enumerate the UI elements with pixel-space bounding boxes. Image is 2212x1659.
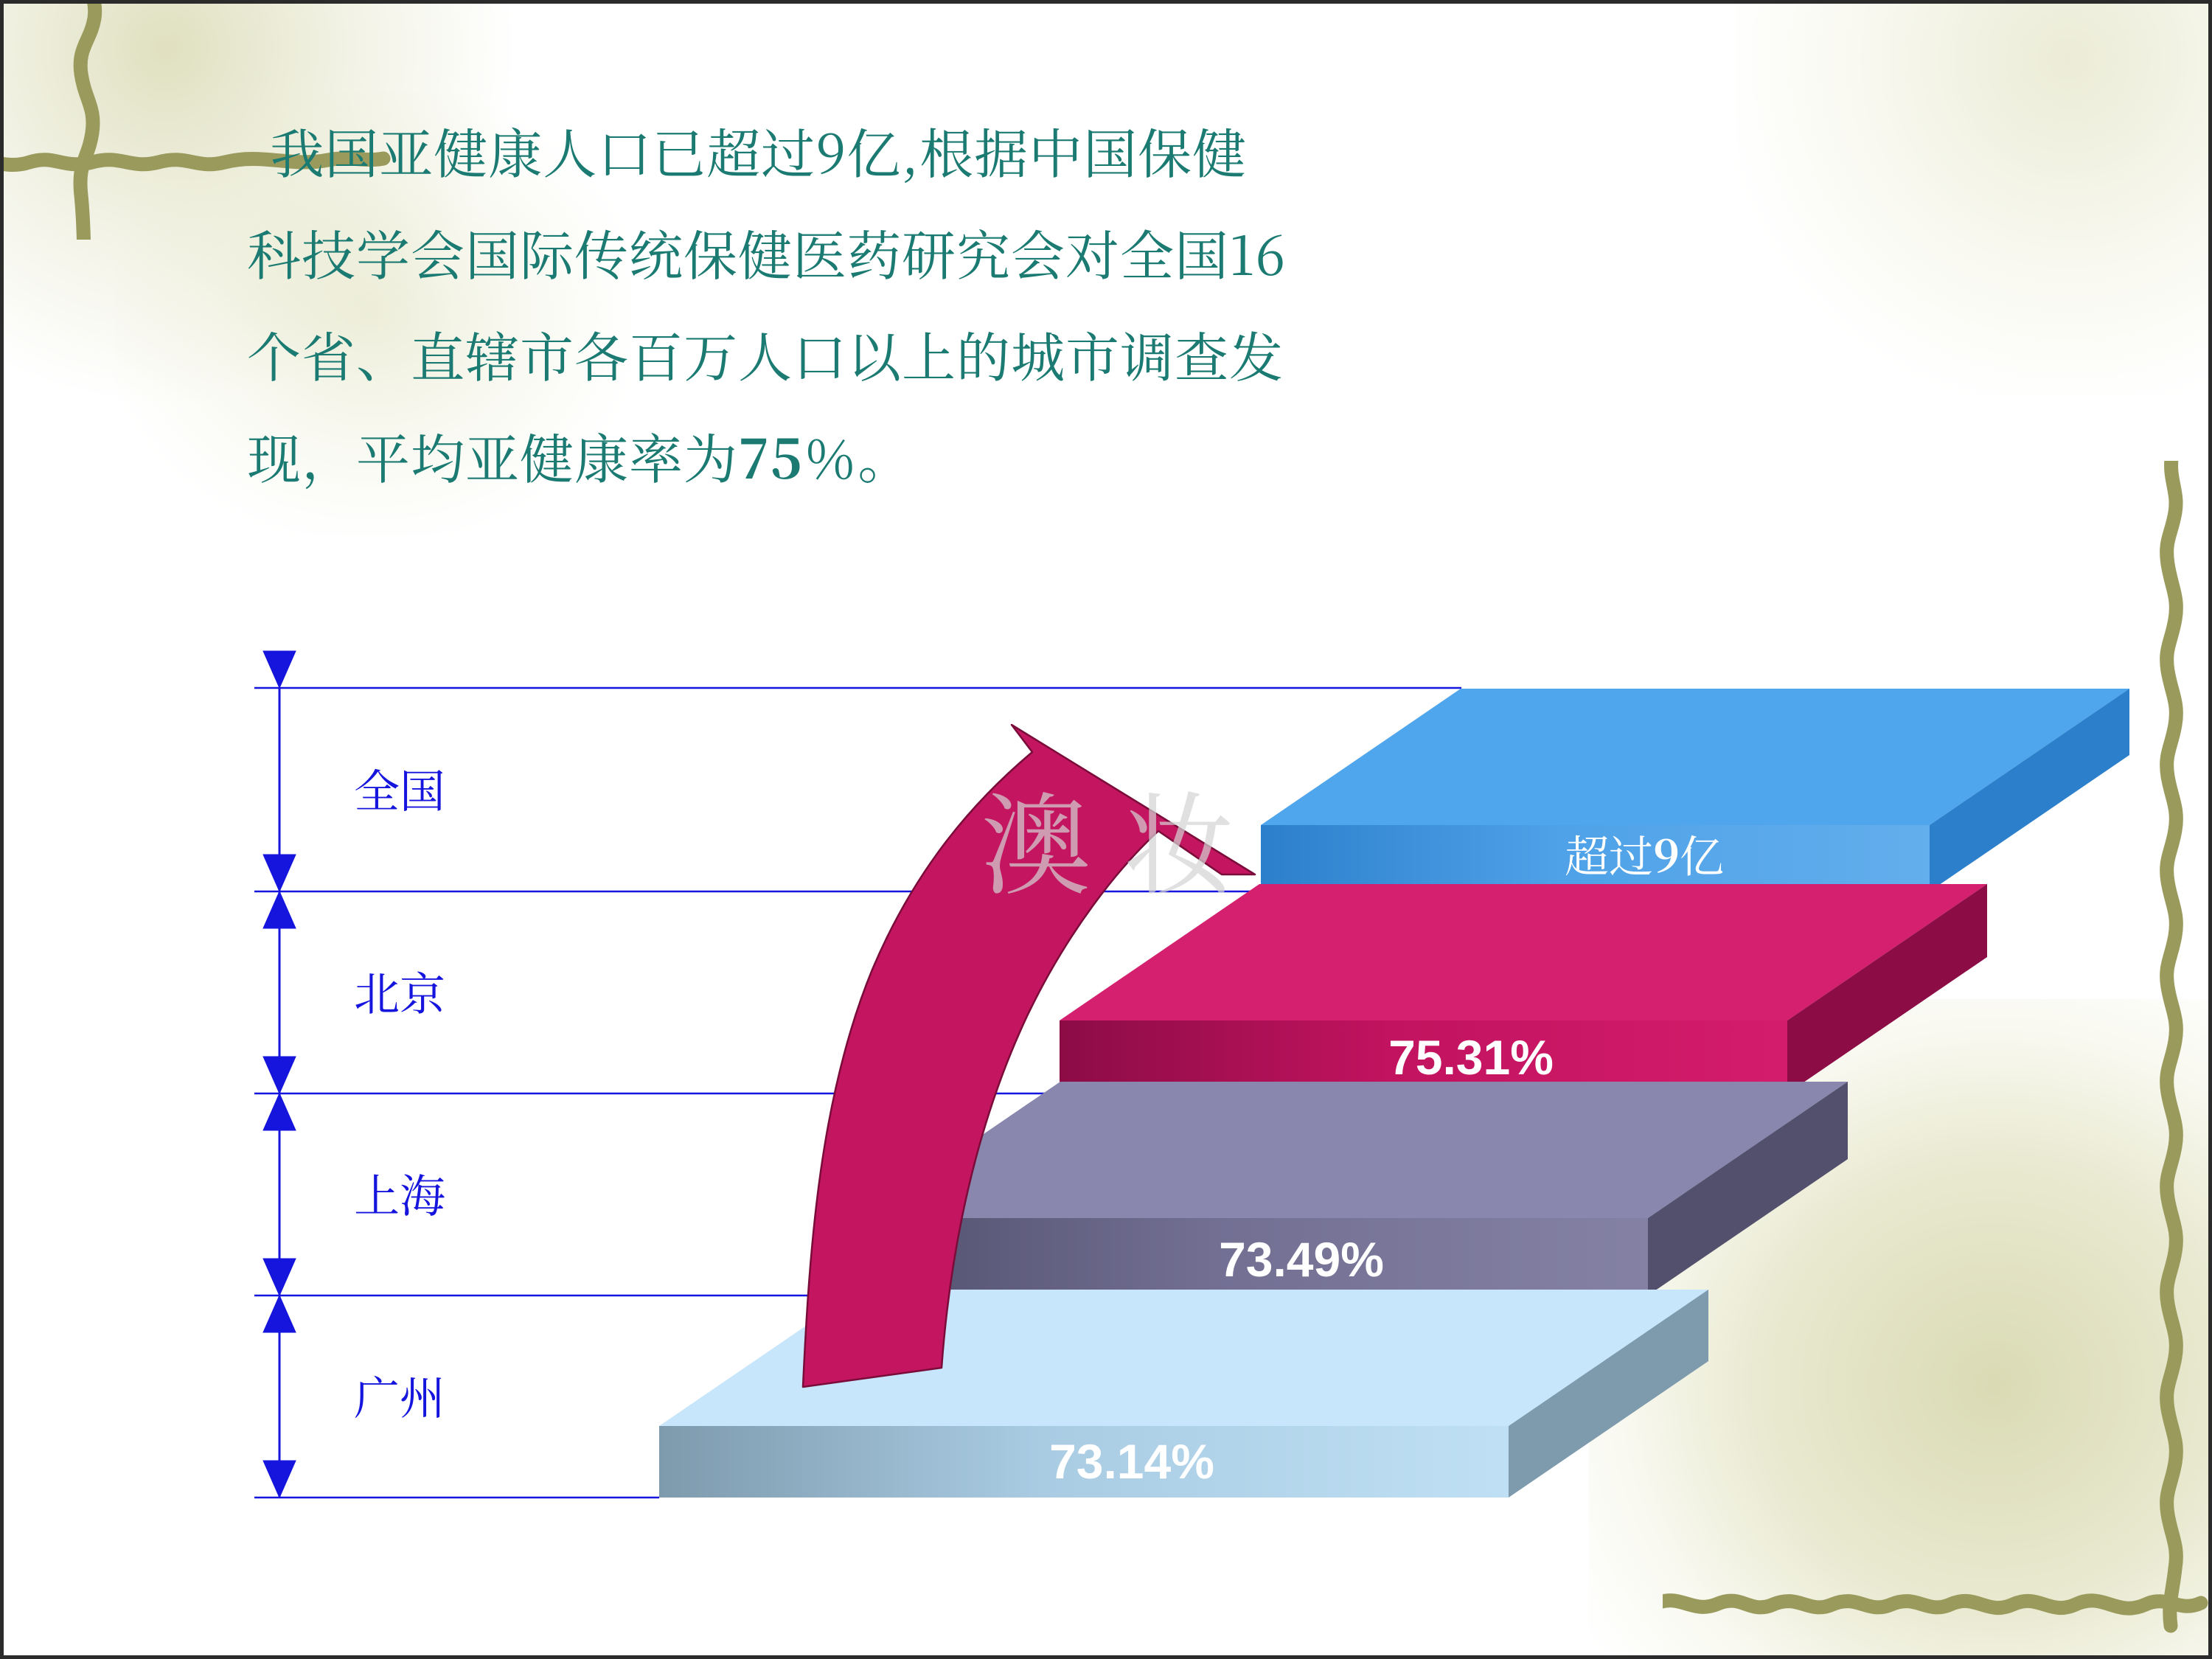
svg-text:北京: 北京 <box>354 958 445 1023</box>
svg-text:73.49%: 73.49% <box>1219 1232 1384 1287</box>
svg-text:73.14%: 73.14% <box>1049 1434 1214 1489</box>
svg-text:全国: 全国 <box>354 755 445 821</box>
svg-text:妆: 妆 <box>1124 757 1234 917</box>
svg-text:75.31%: 75.31% <box>1388 1030 1554 1085</box>
svg-text:超过9亿: 超过9亿 <box>1565 822 1724 886</box>
svg-text:澳: 澳 <box>981 757 1091 917</box>
svg-text:广州: 广州 <box>354 1362 445 1427</box>
svg-text:上海: 上海 <box>354 1160 445 1225</box>
